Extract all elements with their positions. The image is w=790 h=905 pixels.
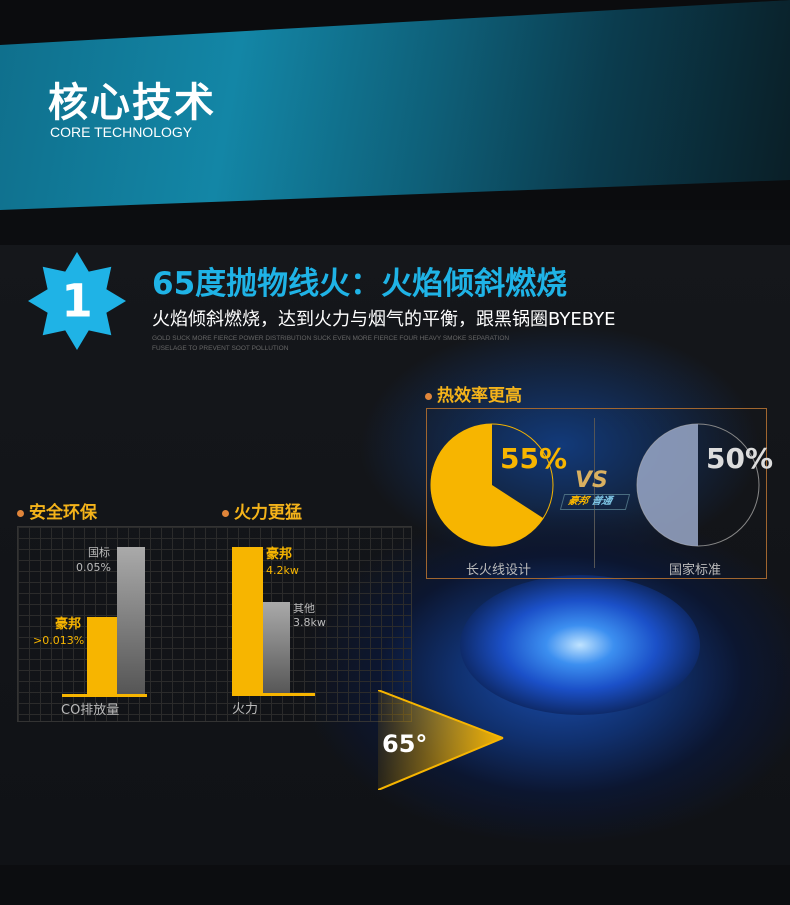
standard-percent: 50% bbox=[706, 442, 774, 475]
standard-caption: 国家标准 bbox=[669, 563, 722, 578]
efficiency-box bbox=[426, 408, 767, 579]
badge-number: 1 bbox=[61, 275, 92, 328]
brand-pie-slice bbox=[430, 423, 543, 546]
power-heading: 火力更猛 bbox=[222, 498, 302, 523]
fine-print: GOLD SUCK MORE FIERCE POWER DISTRIBUTION… bbox=[152, 334, 509, 354]
safety-axis-label: CO排放量 bbox=[61, 703, 120, 718]
brand-percent: 55% bbox=[500, 442, 568, 475]
standard-pie bbox=[636, 423, 760, 547]
vs-badge: 豪邦 普通 bbox=[559, 494, 631, 510]
brand-caption: 长火线设计 bbox=[466, 563, 532, 578]
feature-title: 65度抛物线火：火焰倾斜燃烧 bbox=[152, 266, 568, 302]
standard-pie-slice bbox=[637, 424, 698, 546]
safety-other-value: 0.05% bbox=[76, 561, 111, 574]
angle-indicator bbox=[378, 690, 504, 790]
vs-brand: 豪邦 bbox=[566, 496, 590, 507]
brand-pie bbox=[430, 423, 554, 547]
power-brand-label: 豪邦 bbox=[266, 547, 293, 562]
safety-other-label: 国标 bbox=[88, 546, 110, 559]
power-other-value: 3.8kw bbox=[293, 616, 326, 629]
safety-brand-bar bbox=[87, 617, 117, 695]
section-title: 核心技术 bbox=[48, 80, 216, 126]
power-axis-label: 火力 bbox=[232, 702, 259, 717]
divider bbox=[594, 418, 595, 568]
power-other-bar bbox=[263, 602, 290, 695]
safety-baseline bbox=[62, 694, 147, 697]
power-baseline bbox=[232, 693, 315, 696]
safety-heading: 安全环保 bbox=[17, 498, 97, 523]
safety-brand-label: 豪邦 bbox=[55, 617, 82, 632]
power-other-label: 其他 bbox=[293, 602, 315, 615]
power-brand-value: 4.2kw bbox=[266, 564, 299, 577]
chart-grid bbox=[17, 526, 412, 722]
safety-other-bar bbox=[117, 547, 145, 695]
vs-normal: 普通 bbox=[590, 496, 614, 507]
section-subtitle: CORE TECHNOLOGY bbox=[50, 124, 193, 140]
header-banner: 核心技术 CORE TECHNOLOGY bbox=[0, 0, 790, 210]
feature-subtitle: 火焰倾斜燃烧，达到火力与烟气的平衡，跟黑锅圈BYEBYE bbox=[152, 309, 616, 330]
vs-label: VS bbox=[575, 468, 608, 493]
fine-print-line: FUSELAGE TO PREVENT SOOT POLLUTION bbox=[152, 345, 289, 352]
angle-label: 65° bbox=[382, 730, 428, 758]
efficiency-heading: 热效率更高 bbox=[425, 381, 522, 406]
burner-flame-image bbox=[460, 575, 700, 715]
power-brand-bar bbox=[232, 547, 263, 695]
number-badge: 1 bbox=[28, 252, 126, 350]
fine-print-line: GOLD SUCK MORE FIERCE POWER DISTRIBUTION… bbox=[152, 335, 510, 342]
safety-brand-value: >0.013% bbox=[33, 634, 85, 647]
